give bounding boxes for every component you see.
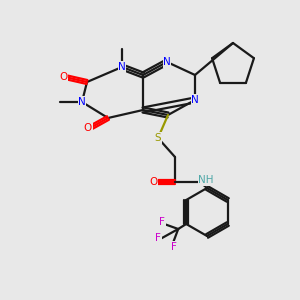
Text: N: N bbox=[118, 62, 126, 72]
Text: F: F bbox=[155, 233, 161, 243]
Text: O: O bbox=[149, 177, 157, 187]
Text: N: N bbox=[191, 95, 199, 105]
Text: O: O bbox=[84, 123, 92, 133]
Text: N: N bbox=[78, 97, 86, 107]
Text: N: N bbox=[163, 57, 171, 67]
Text: S: S bbox=[155, 133, 161, 143]
Text: F: F bbox=[159, 217, 165, 227]
Text: NH: NH bbox=[198, 175, 214, 185]
Text: O: O bbox=[59, 72, 67, 82]
Text: F: F bbox=[171, 242, 177, 252]
